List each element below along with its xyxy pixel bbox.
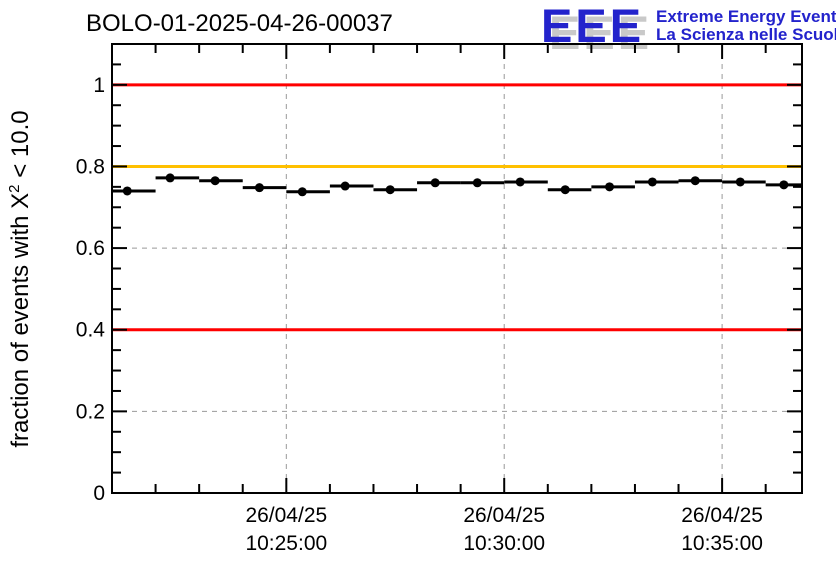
x-tick-label-time: 10:35:00 bbox=[681, 532, 763, 555]
data-point-marker bbox=[779, 180, 789, 190]
x-tick-label-time: 10:30:00 bbox=[463, 532, 545, 555]
data-point-marker bbox=[647, 177, 657, 187]
plot-frame bbox=[111, 43, 803, 494]
data-point-marker bbox=[165, 173, 175, 183]
data-point-marker bbox=[210, 176, 220, 186]
data-point-marker bbox=[122, 186, 132, 196]
data-point-marker bbox=[340, 181, 350, 191]
data-point-marker bbox=[560, 185, 570, 195]
eee-logo-acronym: EEE bbox=[541, 0, 645, 52]
data-point-marker bbox=[254, 183, 264, 193]
eee-logo-text: Extreme Energy Events La Scienza nelle S… bbox=[656, 4, 836, 44]
y-tick-label: 0.2 bbox=[76, 400, 105, 423]
run-title: BOLO-01-2025-04-26-00037 bbox=[86, 10, 393, 37]
data-point-marker bbox=[385, 185, 395, 195]
x-tick-label-date: 26/04/25 bbox=[681, 504, 763, 527]
y-tick-label: 0.8 bbox=[76, 155, 105, 178]
data-point-marker bbox=[735, 177, 745, 187]
data-point-marker bbox=[472, 178, 482, 188]
eee-logo-line1: Extreme Energy Events bbox=[656, 7, 836, 26]
x-tick-label-time: 10:25:00 bbox=[245, 532, 327, 555]
y-tick-label: 1 bbox=[93, 74, 105, 97]
data-point-marker bbox=[515, 177, 525, 187]
y-tick-label: 0.4 bbox=[76, 319, 106, 342]
y-tick-label: 0.6 bbox=[76, 237, 105, 260]
data-point-marker bbox=[605, 182, 615, 192]
eee-logo-line2: La Scienza nelle Scuole bbox=[656, 25, 836, 44]
x-tick-label-date: 26/04/25 bbox=[463, 504, 545, 527]
x-tick-label-date: 26/04/25 bbox=[245, 504, 327, 527]
data-point-marker bbox=[690, 176, 700, 186]
eee-logo: EEE Extreme Energy Events La Scienza nel… bbox=[541, 0, 836, 52]
y-tick-label: 0 bbox=[93, 482, 105, 505]
data-point-marker bbox=[297, 187, 307, 197]
data-point-marker bbox=[430, 178, 440, 188]
